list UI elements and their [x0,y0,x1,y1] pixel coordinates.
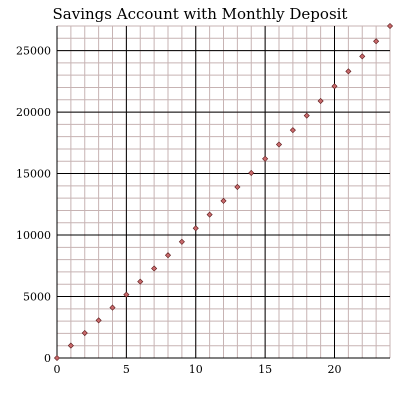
data-point [178,238,185,245]
data-point [220,197,227,204]
data-point [386,22,394,30]
data-point [359,53,366,60]
data-point [345,68,352,75]
data-point [262,155,269,162]
x-tick-label: 10 [189,363,203,376]
data-point [373,38,380,45]
y-tick-label: 20000 [16,106,51,119]
x-tick-label: 20 [328,363,342,376]
data-point [67,342,74,349]
data-point [192,225,199,232]
y-tick-label: 15000 [16,168,51,181]
y-tick-label: 25000 [16,45,51,58]
y-tick-label: 0 [44,352,51,365]
data-point [206,211,213,218]
data-point [151,265,158,272]
data-point [109,304,116,311]
x-tick-label: 0 [54,363,61,376]
x-tick-label: 5 [123,363,130,376]
y-tick-label: 5000 [23,291,51,304]
data-point [234,183,241,190]
data-point [81,330,88,337]
data-point [317,97,324,105]
data-point [53,354,61,362]
data-point [303,112,310,119]
y-tick-label: 10000 [16,229,51,242]
data-point [95,317,102,324]
data-point [275,141,283,148]
data-point [331,83,338,90]
data-point [164,252,172,259]
x-tick-label: 15 [258,363,272,376]
data-point [123,291,130,298]
data-point [248,169,255,176]
data-point [137,278,144,285]
chart-title: Savings Account with Monthly Deposit [52,5,348,23]
data-point [289,127,296,134]
